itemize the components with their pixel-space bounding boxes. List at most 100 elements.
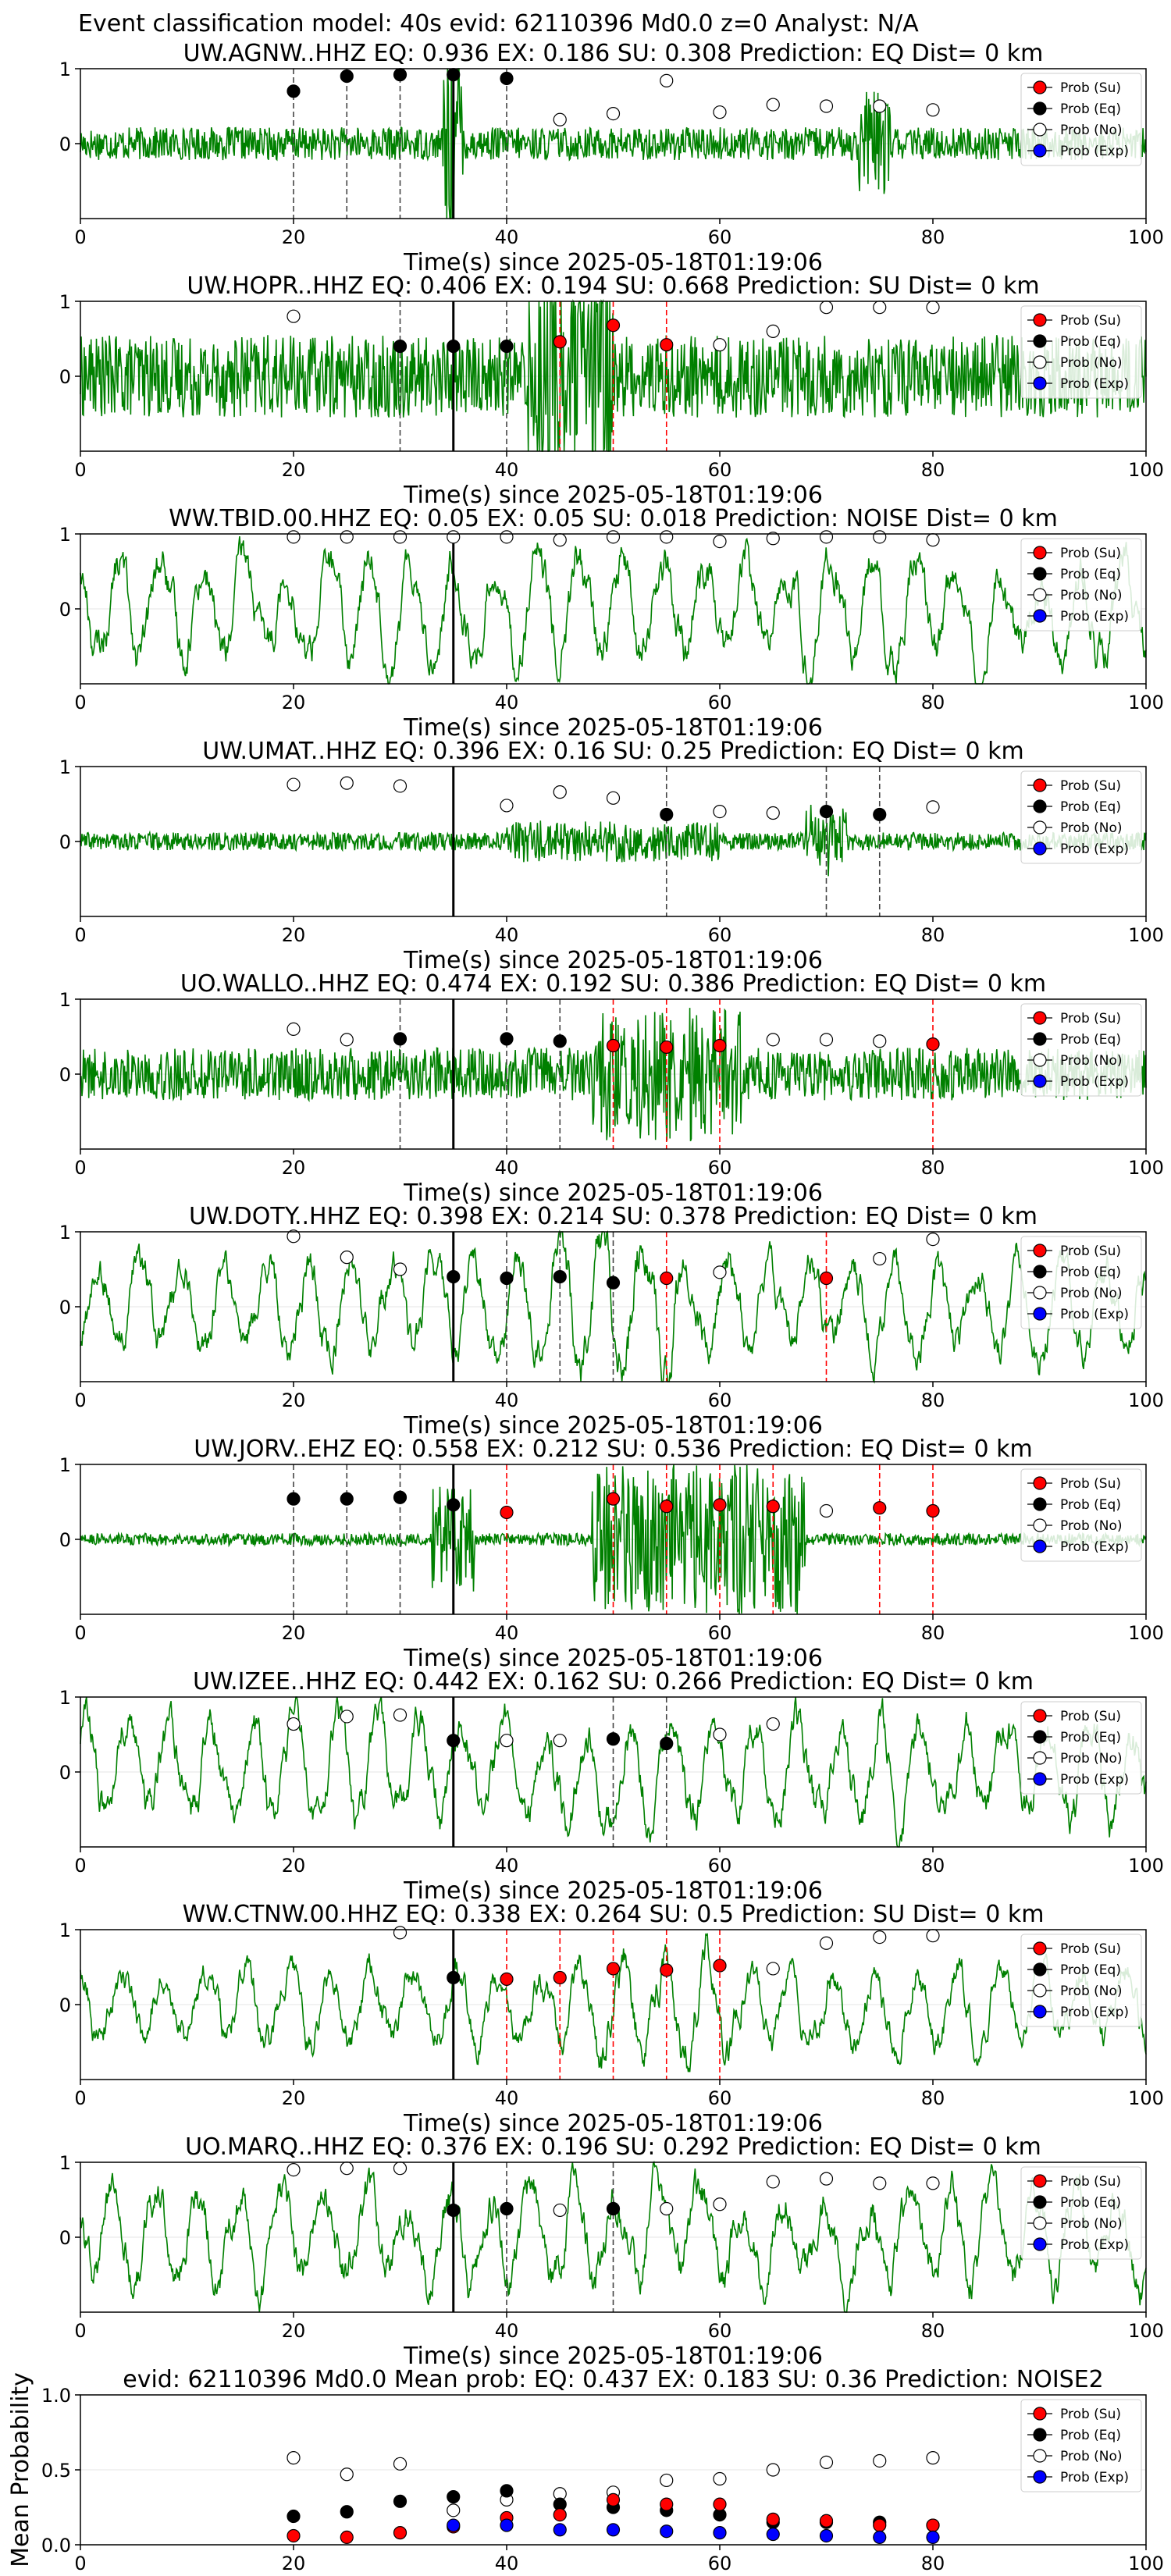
legend-marker-eq [1033,2428,1047,2442]
y-tick-label: 1 [59,524,71,546]
legend-marker-su [1033,778,1047,792]
panel-8: WW.CTNW.00.HHZ EQ: 0.338 EX: 0.264 SU: 0… [59,1901,1164,2137]
x-tick-label: 20 [282,2087,306,2109]
panel-2: WW.TBID.00.HHZ EQ: 0.05 EX: 0.05 SU: 0.0… [59,505,1164,742]
prob-no-point [713,804,727,819]
prob-exp-point [873,2530,887,2544]
prob-no-point [393,2161,408,2176]
prob-no-point [660,2201,674,2216]
prob-no-point [713,2471,727,2486]
x-tick-label: 40 [495,459,519,481]
prob-eq-point [500,340,514,354]
x-tick-label: 100 [1128,1157,1164,1179]
legend: Prob (Su) Prob (Eq) Prob (No) Prob (Exp) [1020,1236,1142,1329]
prob-no-point [287,777,301,792]
panel-5: UW.DOTY..HHZ EQ: 0.398 EX: 0.214 SU: 0.3… [59,1203,1164,1439]
x-tick-label: 80 [921,1622,945,1644]
panel-4: UO.WALLO..HHZ EQ: 0.474 EX: 0.192 SU: 0.… [59,970,1164,1207]
prob-no-point [340,776,354,790]
prob-su-point [660,2497,674,2511]
legend: Prob (Su) Prob (Eq) Prob (No) Prob (Exp) [1020,1701,1142,1795]
y-tick-label: 0 [59,1064,71,1086]
panel-title: UO.WALLO..HHZ EQ: 0.474 EX: 0.192 SU: 0.… [180,970,1046,998]
legend-marker-eq [1033,2195,1047,2209]
prob-no-point [766,1717,780,1731]
prob-su-point [553,335,567,349]
prob-su-point [660,1963,674,1977]
x-tick-label: 100 [1128,2320,1164,2342]
x-tick-label: 60 [708,924,732,946]
prob-no-point [926,103,940,117]
x-tick-label: 80 [921,459,945,481]
prob-exp-point [660,2524,674,2539]
prob-eq-point [447,1498,461,1512]
prob-no-point [500,1734,514,1748]
legend-marker-no [1033,1053,1047,1067]
panel-title: UO.MARQ..HHZ EQ: 0.376 EX: 0.196 SU: 0.2… [185,2133,1041,2161]
prob-exp-point [500,2518,514,2532]
legend-label: Prob (Exp) [1060,1772,1129,1788]
x-tick-label: 60 [708,1157,732,1179]
prob-no-point [713,2197,727,2211]
legend-label: Prob (Exp) [1060,2470,1129,2485]
legend-marker-exp [1033,609,1047,623]
legend-marker-no [1033,2216,1047,2230]
x-axis-label: Time(s) since 2025-05-18T01:19:06 [403,482,823,509]
legend-label: Prob (Exp) [1060,1307,1129,1322]
x-tick-label: 80 [921,1389,945,1411]
legend-label: Prob (Eq) [1060,1962,1121,1978]
x-tick-label: 40 [495,692,519,713]
legend-label: Prob (Exp) [1060,1074,1129,1090]
prob-no-point [393,1708,408,1722]
x-tick-label: 0 [74,1157,86,1179]
prob-no-point [500,530,514,544]
legend-box [1020,1003,1142,1097]
legend-marker-no [1033,820,1047,834]
x-tick-label: 80 [921,226,945,248]
prob-no-point [340,530,354,544]
prob-no-point [393,1262,408,1276]
prob-no-point [606,791,621,805]
y-tick-label: 0.5 [41,2460,71,2482]
legend-label: Prob (Eq) [1060,2195,1121,2211]
legend: Prob (Su) Prob (Eq) Prob (No) Prob (Exp) [1020,1934,1142,2027]
x-tick-label: 40 [495,2320,519,2342]
panel-10: evid: 62110396 Md0.0 Mean prob: EQ: 0.43… [7,2366,1164,2574]
prob-eq-point [500,2201,514,2216]
waveform-trace [80,804,1147,877]
prob-eq-point [393,68,408,82]
prob-no-point [819,99,834,113]
prob-no-point [393,2457,408,2471]
legend-marker-exp [1033,376,1047,390]
prob-eq-point [393,1032,408,1046]
y-tick-label: 1 [59,59,71,80]
x-tick-label: 0 [74,226,86,248]
legend-label: Prob (No) [1060,123,1123,138]
legend-label: Prob (Eq) [1060,1032,1121,1048]
prob-no-point [340,2467,354,2482]
legend: Prob (Su) Prob (Eq) Prob (No) Prob (Exp) [1020,538,1142,632]
x-tick-label: 60 [708,226,732,248]
prob-no-point [819,2172,834,2186]
legend-label: Prob (Eq) [1060,1265,1121,1280]
prob-no-point [553,112,567,126]
legend: Prob (Su) Prob (Eq) Prob (No) Prob (Exp) [1020,305,1142,399]
prob-su-point [287,2528,301,2543]
legend-marker-no [1033,1984,1047,1998]
prob-eq-point [819,804,834,819]
legend-label: Prob (No) [1060,1984,1123,1999]
legend-box [1020,770,1142,864]
legend-label: Prob (Su) [1060,1244,1121,1259]
prob-eq-point [447,68,461,82]
prob-eq-point [606,2201,621,2216]
legend-label: Prob (Su) [1060,313,1121,329]
prob-eq-point [500,2484,514,2498]
prob-eq-point [606,1732,621,1746]
legend-marker-no [1033,2449,1047,2463]
prob-no-point [766,1962,780,1976]
prob-eq-point [660,1736,674,1751]
legend-marker-eq [1033,567,1047,581]
x-tick-label: 80 [921,2320,945,2342]
x-tick-label: 20 [282,924,306,946]
